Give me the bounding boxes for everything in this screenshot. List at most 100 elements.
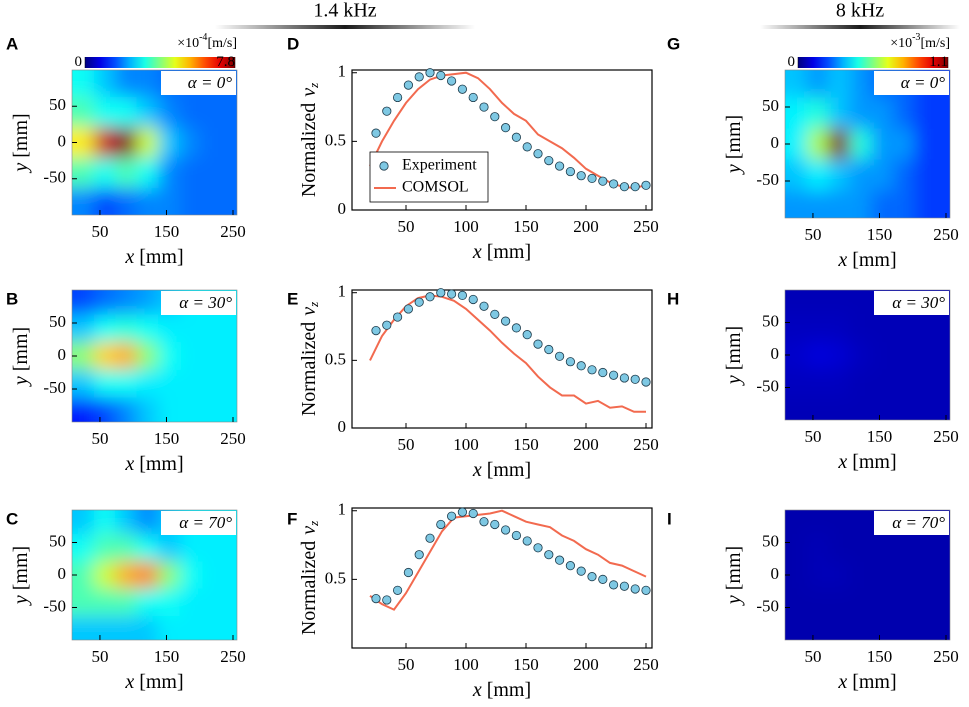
heat-cell [179,96,202,128]
annotation: α = 70° [892,513,945,532]
heat-cell [93,369,116,399]
x-axis-label: x [mm] [837,249,896,271]
header: 1.4 kHz [313,0,376,22]
heat-cell [136,70,159,98]
heat-cell [179,342,202,371]
data-point [598,574,608,584]
heat-cell [136,369,159,399]
heat-cell [806,190,829,218]
x-axis-unit: [mm] [487,459,531,481]
data-point [392,312,403,322]
x-tick-label: 100 [453,217,479,236]
data-point [565,561,576,571]
data-point [619,182,630,192]
data-point [436,288,446,298]
x-tick-label: 150 [513,435,539,454]
data-point [619,581,630,591]
x-tick-label: 50 [398,435,415,454]
y-tick-label: 50 [762,96,779,115]
heat-cell [871,314,894,342]
y-tick-label: 1 [338,62,347,81]
data-point [500,316,511,326]
data-point [533,149,543,159]
heat-cell [849,561,872,590]
heat-cell [115,561,138,590]
heat-cell [93,342,116,371]
x-tick-label: 250 [220,222,246,241]
x-axis-var: x [472,459,482,481]
data-point [403,304,413,314]
heat-cell [222,369,237,399]
heat-cell [871,395,894,420]
y-axis-label-text: Normalized [298,322,320,416]
x-axis-unit: [mm] [852,249,896,271]
heat-cell [892,190,915,218]
heat-cell [806,510,829,535]
y-tick-label: 50 [762,311,779,330]
heat-cell [806,561,829,590]
legend-label: Experiment [402,157,477,174]
heat-cell [849,341,872,370]
panel-letter: C [6,509,18,528]
colorbar-unit: [m/s] [920,36,950,51]
data-point [598,176,608,186]
heat-cell [871,128,894,161]
heat-cell [849,159,872,192]
data-point [414,550,424,560]
y-axis-var: y [10,595,32,606]
heat-cell [935,128,950,161]
y-tick-label: 0 [338,417,347,436]
heat-cell [93,314,116,343]
heat-cell [72,188,95,215]
x-axis-label: x [mm] [837,451,896,473]
y-axis-label: y [mm] [723,115,745,175]
y-axis-label: y [mm] [723,326,745,386]
heat-cell [115,615,138,640]
heat-cell [914,341,936,370]
annotation: α = 30° [892,293,945,312]
y-tick-label: -50 [43,168,66,187]
heatmap-cells [785,510,950,640]
heat-cell [806,70,829,98]
heat-cell [115,534,138,562]
heat-cell [849,97,872,129]
plot-frame [351,289,653,429]
heat-cell [828,97,851,129]
y-axis-sub: z [306,521,321,527]
heat-cell [136,314,159,343]
y-axis-unit: [mm] [723,115,745,159]
heat-cell [914,159,936,192]
y-tick-label: 50 [49,531,66,550]
heat-cell [136,157,159,189]
heat-cell [72,369,95,399]
heat-cell [806,588,829,617]
heat-cell [158,188,181,215]
heat-cell [93,127,116,159]
heat-cell [93,96,116,128]
heat-cell [785,70,808,98]
heat-cell [871,97,894,129]
header: 8 kHz [836,0,884,22]
heatmap [72,290,237,422]
colorbar-title: ×10-4[m/s] [177,32,237,51]
heat-cell [806,395,829,420]
heat-cell [806,314,829,342]
heat-cell [785,290,808,315]
heat-cell [72,397,95,422]
data-point [446,289,457,299]
panel-letter: B [6,289,18,308]
x-tick-label: 100 [453,435,479,454]
data-point [468,508,478,519]
heat-cell [158,534,181,562]
x-tick-label: 150 [867,225,893,244]
heatmap [785,510,950,640]
heat-cell [828,395,851,420]
heat-cell [935,314,950,342]
data-point [490,519,500,530]
panel-letter: G [667,34,680,53]
data-point [457,290,467,301]
x-tick-label: 50 [91,222,108,241]
y-axis-label: y [mm] [10,113,32,173]
heat-cell [935,341,950,370]
